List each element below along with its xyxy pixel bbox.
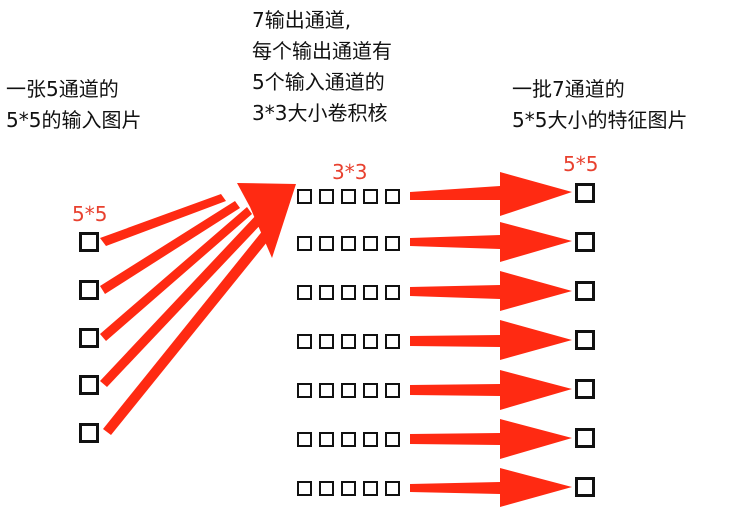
input-caption: 一张5通道的 5*5的输入图片 (6, 77, 142, 132)
kernel-box (363, 383, 378, 398)
input-arrow-2 (100, 201, 240, 294)
input-arrow-5 (103, 219, 280, 435)
kernel-box (385, 285, 400, 300)
kernel-arrow-4 (410, 320, 572, 360)
kernel-box (297, 285, 312, 300)
kernel-box (297, 189, 312, 204)
kernel-arrow-7 (410, 468, 572, 507)
output-channel-box (575, 477, 595, 497)
kernel-box (363, 334, 378, 349)
kernel-box (385, 383, 400, 398)
kernel-box (341, 481, 356, 496)
input-arrow-1 (100, 194, 226, 246)
kernel-box (319, 383, 334, 398)
kernel-box (363, 189, 378, 204)
kernel-arrow-6 (410, 419, 572, 459)
kernel-box (319, 285, 334, 300)
kernel-box (363, 481, 378, 496)
kernel-box (319, 236, 334, 251)
kernel-box (341, 236, 356, 251)
kernel-box (385, 236, 400, 251)
input-channel-box (79, 328, 99, 348)
input-channel-box (79, 280, 99, 300)
output-channel-box (575, 379, 595, 399)
kernel-box (297, 383, 312, 398)
output-channel-box (575, 183, 595, 203)
input-channel-box (79, 232, 99, 252)
input-size-label: 5*5 (72, 202, 108, 226)
kernel-box (385, 432, 400, 447)
output-caption: 一批7通道的 5*5大小的特征图片 (512, 77, 688, 132)
output-channel-box (575, 232, 595, 252)
kernel-box (385, 334, 400, 349)
kernel-box (297, 481, 312, 496)
kernel-box (363, 285, 378, 300)
kernel-box (385, 481, 400, 496)
output-channel-box (575, 330, 595, 350)
kernel-box (319, 481, 334, 496)
kernel-box (297, 334, 312, 349)
kernel-box (341, 432, 356, 447)
output-channel-box (575, 281, 595, 301)
kernel-box (297, 432, 312, 447)
kernel-arrow-5 (410, 370, 572, 410)
output-channel-box (575, 428, 595, 448)
input-arrow-4 (100, 213, 265, 387)
kernel-arrow-2 (410, 222, 572, 262)
kernel-box (319, 334, 334, 349)
fan-arrow-head (237, 183, 296, 258)
kernel-box (341, 383, 356, 398)
kernel-box (385, 189, 400, 204)
input-channel-box (79, 423, 99, 443)
kernel-box (341, 285, 356, 300)
kernel-box (341, 334, 356, 349)
kernel-box (319, 432, 334, 447)
kernel-arrow-3 (410, 271, 572, 311)
kernel-box (363, 432, 378, 447)
input-channel-box (79, 375, 99, 395)
input-arrow-3 (100, 207, 252, 341)
kernel-caption: 7输出通道, 每个输出通道有 5个输入通道的 3*3大小卷积核 (252, 8, 392, 125)
kernel-box (319, 189, 334, 204)
kernel-box (363, 236, 378, 251)
output-size-label: 5*5 (563, 152, 599, 176)
kernel-box (297, 236, 312, 251)
kernel-size-label: 3*3 (332, 160, 368, 184)
kernel-arrow-1 (410, 172, 572, 216)
kernel-box (341, 189, 356, 204)
